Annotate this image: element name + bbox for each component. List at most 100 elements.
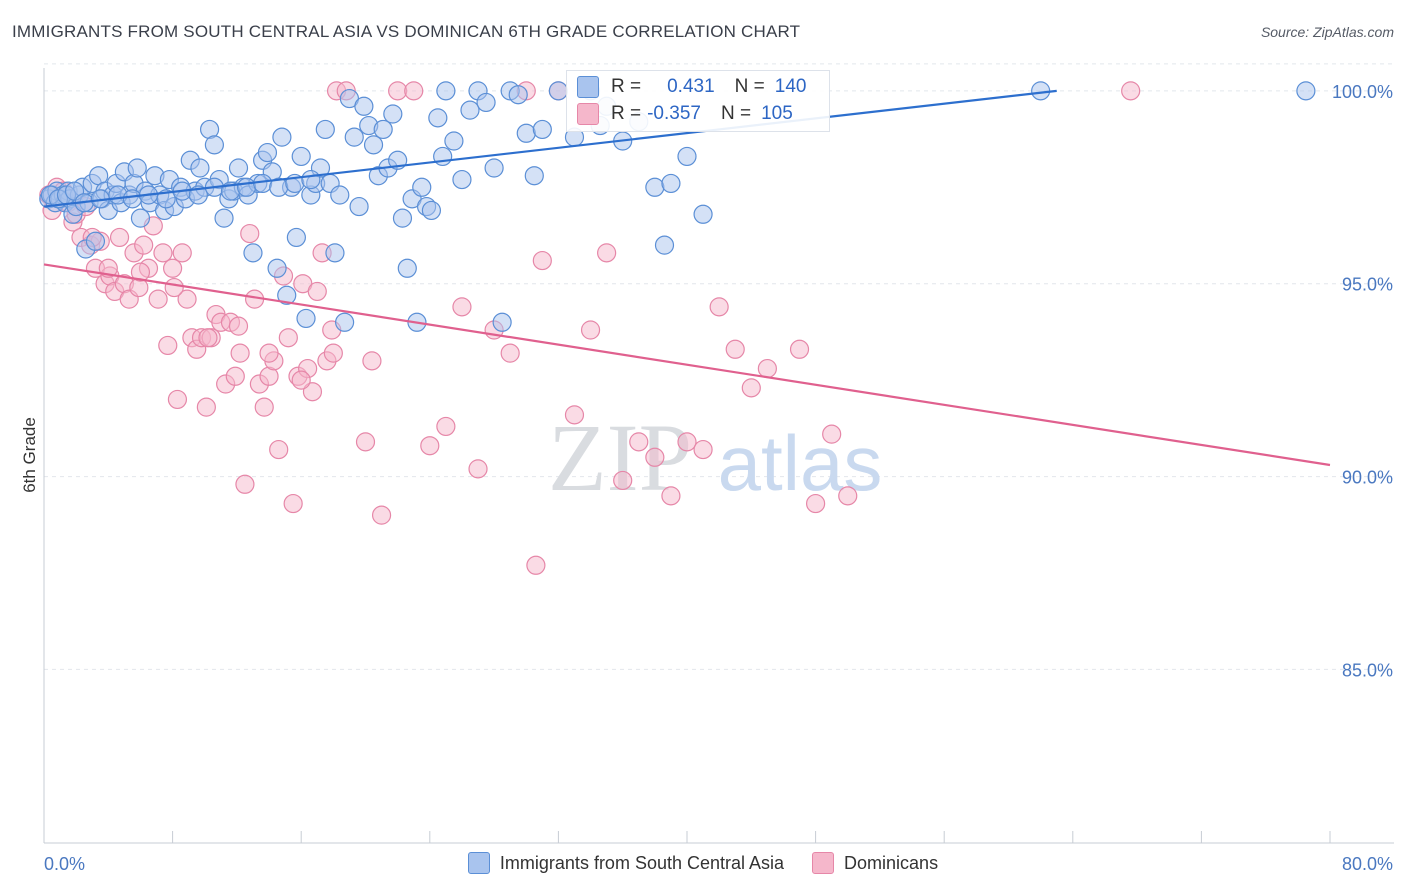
dominican-point (838, 486, 858, 506)
stats-r-label-blue: R = (611, 76, 642, 97)
dominican-point (167, 389, 188, 410)
legend-label-south-central-asia: Immigrants from South Central Asia (499, 852, 785, 873)
south-central-asia-point (296, 308, 316, 329)
south-central-asia-point (349, 196, 369, 217)
south-central-asia-point (460, 100, 480, 120)
south-central-asia-point (421, 200, 442, 221)
south-central-asia-point (330, 185, 350, 205)
south-central-asia-point (524, 166, 544, 186)
dominican-point (134, 235, 154, 255)
south-central-asia-point (243, 243, 263, 263)
south-central-asia-point (654, 235, 675, 255)
dominican-point (436, 416, 456, 437)
dominican-point (452, 297, 472, 317)
watermark: ZIP atlas (548, 404, 882, 511)
dominican-point (153, 243, 173, 263)
stats-swatch-blue (577, 76, 599, 98)
stats-swatch-pink (577, 103, 599, 125)
chart-title: IMMIGRANTS FROM SOUTH CENTRAL ASIA VS DO… (12, 22, 801, 41)
stats-r-value-blue: 0.431 (667, 76, 715, 97)
south-central-asia-point (452, 169, 472, 190)
south-central-asia-point (253, 173, 273, 194)
south-central-asia-point (428, 108, 448, 128)
south-central-asia-point (190, 158, 210, 178)
legend-swatch-blue (467, 852, 490, 874)
south-central-asia-point (532, 119, 552, 140)
grid-lines (44, 63, 1394, 670)
dominican-point (532, 250, 552, 271)
dominican-point (278, 328, 298, 348)
legend: Immigrants from South Central Asia Domin… (0, 852, 1406, 874)
stats-row-blue: R = 0.431 N = 140 (577, 76, 806, 98)
dominican-point (629, 432, 649, 452)
south-central-asia-point (436, 81, 456, 101)
dominican-point (177, 289, 197, 309)
legend-label-dominicans: Dominicans (844, 852, 939, 873)
dominican-point (291, 370, 311, 390)
south-central-asia-point (516, 123, 536, 143)
south-central-asia-point (1031, 81, 1051, 101)
dominican-point (164, 277, 184, 298)
tick-labels: 85.0% 90.0% 95.0% 100.0% 0.0% 80.0% (44, 82, 1393, 874)
dominican-point (362, 351, 382, 371)
south-central-asia-point (363, 135, 384, 155)
dominican-point (355, 432, 376, 452)
watermark-atlas: atlas (718, 419, 883, 507)
x-tick-label-max: 80.0% (1342, 854, 1393, 874)
dominican-point (613, 470, 633, 491)
stats-row-pink: R = -0.357 N = 105 (577, 103, 793, 125)
dominican-point (526, 555, 546, 575)
dominican-point (228, 316, 249, 336)
south-central-asia-point (677, 146, 697, 167)
legend-item-dominicans[interactable]: Dominicans (812, 852, 938, 874)
stats-r-value-pink: -0.357 (647, 103, 701, 124)
dominican-point (130, 262, 151, 282)
dominican-point (148, 289, 168, 309)
dominican-point (283, 493, 303, 514)
south-central-asia-point (130, 208, 151, 228)
y-tick-label: 90.0% (1342, 468, 1393, 488)
trend-lines (43, 89, 1331, 467)
south-central-asia-point (492, 312, 512, 332)
dominican-point (235, 474, 255, 494)
south-central-asia-point (315, 119, 335, 140)
south-central-asia-point (508, 85, 528, 105)
dominican-point (158, 335, 178, 356)
y-tick-label: 95.0% (1342, 275, 1393, 295)
dominican-point (109, 227, 130, 248)
south-central-asia-point (335, 312, 355, 332)
south-central-asia-point (214, 208, 234, 228)
south-central-asia-point (397, 258, 417, 278)
legend-item-south-central-asia[interactable]: Immigrants from South Central Asia (467, 852, 785, 874)
dominican-point (254, 397, 274, 417)
south-central-asia-point (286, 227, 306, 248)
dominican-point (709, 297, 729, 317)
south-central-asia-point (392, 208, 413, 228)
y-tick-label: 85.0% (1342, 660, 1393, 680)
trend-line-south-central-asia (43, 89, 1057, 208)
y-axis-label: 6th Grade (20, 417, 39, 493)
dominican-point (225, 366, 245, 386)
south-central-asia-point (156, 189, 176, 209)
south-central-asia-point (484, 158, 504, 178)
dominican-point (240, 223, 260, 244)
dominican-point (420, 436, 440, 456)
south-central-asia-point (228, 158, 249, 178)
south-central-asia-point (661, 173, 681, 194)
x-tick-label-min: 0.0% (44, 854, 85, 874)
south-central-asia-point (272, 127, 292, 147)
south-central-asia-point (645, 177, 665, 197)
dominican-point (307, 281, 327, 302)
dominican-point (693, 439, 713, 460)
south-central-asia-point (267, 258, 287, 278)
dominican-point (468, 459, 488, 479)
dominican-point (580, 320, 601, 340)
stats-r-label-pink: R = (611, 103, 642, 124)
dominican-point (269, 439, 289, 460)
south-central-asia-point (236, 177, 257, 197)
dominican-point (163, 258, 183, 278)
dominican-point (196, 397, 216, 417)
dominican-point (500, 343, 520, 363)
south-central-asia-point (476, 92, 496, 113)
dominican-point (677, 432, 697, 452)
